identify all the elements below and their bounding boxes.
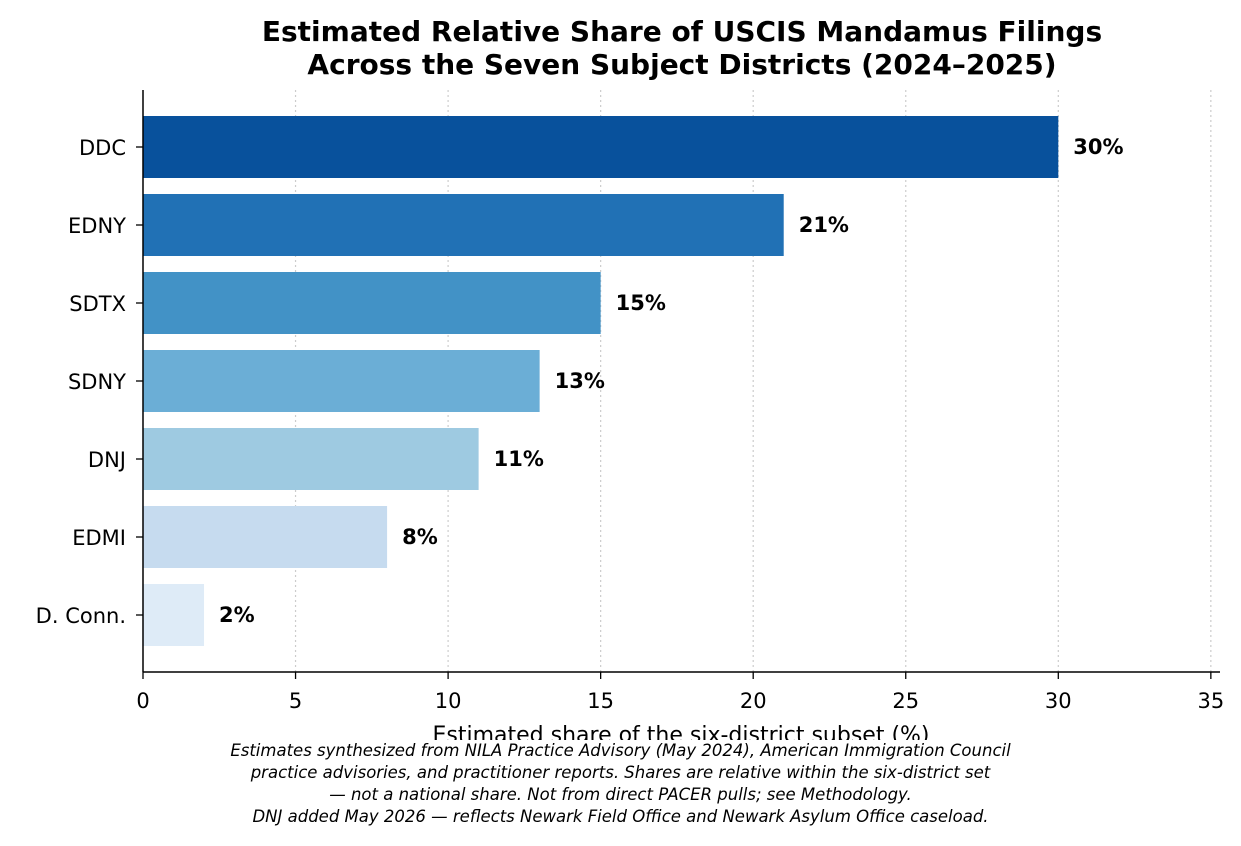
bar [143, 272, 601, 334]
bar [143, 350, 540, 412]
y-tick-label: DNJ [88, 448, 126, 472]
data-label: 21% [799, 213, 849, 237]
bar [143, 428, 479, 490]
data-label: 8% [402, 525, 438, 549]
bar [143, 506, 388, 568]
y-tick-label: D. Conn. [36, 604, 126, 628]
footnote-line: — not a national share. Not from direct … [329, 785, 912, 804]
y-axis-ticks: DDC EDNY SDTX SDNY DNJ EDMI D. Conn. [36, 136, 143, 628]
x-tick-label: 15 [587, 689, 614, 713]
chart-title-line: Estimated Relative Share of USCIS Mandam… [262, 15, 1102, 48]
bars [143, 116, 1059, 646]
y-tick-label: SDTX [69, 292, 126, 316]
x-tick-label: 0 [136, 689, 149, 713]
x-tick-label: 25 [892, 689, 919, 713]
bar-chart: Estimated Relative Share of USCIS Mandam… [36, 15, 1225, 740]
footnote: Estimates synthesized from NILA Practice… [0, 740, 1241, 828]
y-tick-label: DDC [79, 136, 126, 160]
y-tick-label: EDMI [72, 526, 126, 550]
footnote-line: DNJ added May 2026 — reflects Newark Fie… [252, 807, 989, 826]
x-tick-label: 20 [740, 689, 767, 713]
chart-title-line: Across the Seven Subject Districts (2024… [307, 48, 1056, 81]
grid-lines [294, 90, 1212, 672]
footnote-line: practice advisories, and practitioner re… [250, 763, 991, 782]
x-tick-label: 30 [1045, 689, 1072, 713]
bar [143, 584, 205, 646]
data-labels: 30% 21% 15% 13% 11% 8% 2% [219, 135, 1124, 627]
x-axis-label: Estimated share of the six-district subs… [432, 723, 929, 740]
x-tick-label: 5 [289, 689, 302, 713]
x-axis-ticks: 0 5 10 15 20 25 30 35 [136, 672, 1224, 713]
data-label: 13% [555, 369, 605, 393]
data-label: 30% [1073, 135, 1123, 159]
data-label: 15% [616, 291, 666, 315]
bar [143, 194, 784, 256]
footnote-line: Estimates synthesized from NILA Practice… [230, 741, 1011, 760]
y-tick-label: SDNY [68, 370, 126, 394]
bar [143, 116, 1059, 178]
chart-title: Estimated Relative Share of USCIS Mandam… [262, 15, 1102, 81]
x-tick-label: 35 [1197, 689, 1224, 713]
data-label: 11% [494, 447, 544, 471]
x-tick-label: 10 [435, 689, 462, 713]
y-tick-label: EDNY [68, 214, 126, 238]
data-label: 2% [219, 603, 255, 627]
